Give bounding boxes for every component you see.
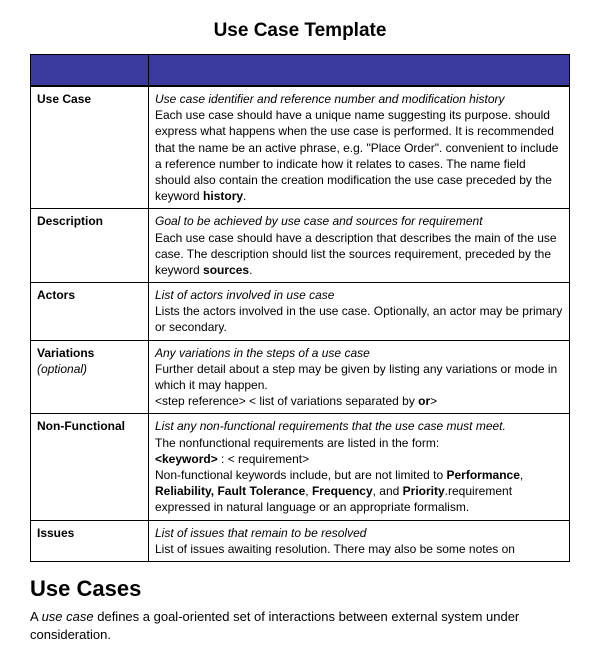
row-italic: List of issues that remain to be resolve… xyxy=(155,525,563,541)
row-content: Use case identifier and reference number… xyxy=(149,86,570,209)
row-content: Any variations in the steps of a use cas… xyxy=(149,340,570,414)
row-label-text: Use Case xyxy=(37,92,91,106)
row-italic: List of actors involved in use case xyxy=(155,287,563,303)
table-row: Description Goal to be achieved by use ca… xyxy=(31,209,570,283)
table-row: Non-Functional List any non-functional re… xyxy=(31,414,570,520)
row-label: Actors xyxy=(31,283,149,341)
row-content: Goal to be achieved by use case and sour… xyxy=(149,209,570,283)
row-label-text: Actors xyxy=(37,288,75,302)
header-cell-left xyxy=(31,55,149,87)
table-row: Issues List of issues that remain to be r… xyxy=(31,520,570,561)
row-label: Description xyxy=(31,209,149,283)
table-row: Use Case Use case identifier and referenc… xyxy=(31,86,570,209)
row-label-text: Variations xyxy=(37,346,94,360)
row-content: List of actors involved in use caseLists… xyxy=(149,283,570,341)
row-italic: Goal to be achieved by use case and sour… xyxy=(155,213,563,229)
row-body: Each use case should have a description … xyxy=(155,230,563,279)
row-label: Use Case xyxy=(31,86,149,209)
header-cell-right xyxy=(149,55,570,87)
section-paragraph: A use case defines a goal-oriented set o… xyxy=(30,608,570,644)
row-body: The nonfunctional requirements are liste… xyxy=(155,435,563,516)
table-header-row xyxy=(31,55,570,87)
row-label-extra: (optional) xyxy=(37,362,87,376)
row-body: Lists the actors involved in the use cas… xyxy=(155,303,563,335)
row-label: Issues xyxy=(31,520,149,561)
page-title: Use Case Template xyxy=(30,20,570,42)
use-case-table: Use Case Use case identifier and referenc… xyxy=(30,54,570,562)
row-italic: List any non-functional requirements tha… xyxy=(155,418,563,434)
row-body: Each use case should have a unique name … xyxy=(155,107,563,204)
section-heading: Use Cases xyxy=(30,576,570,602)
row-body: List of issues awaiting resolution. Ther… xyxy=(155,541,563,557)
row-label-text: Issues xyxy=(37,526,74,540)
table-row: Actors List of actors involved in use cas… xyxy=(31,283,570,341)
row-content: List of issues that remain to be resolve… xyxy=(149,520,570,561)
row-label: Variations (optional) xyxy=(31,340,149,414)
row-content: List any non-functional requirements tha… xyxy=(149,414,570,520)
row-label: Non-Functional xyxy=(31,414,149,520)
row-body: Further detail about a step may be given… xyxy=(155,361,563,410)
row-italic: Any variations in the steps of a use cas… xyxy=(155,345,563,361)
table-row: Variations (optional) Any variations in th… xyxy=(31,340,570,414)
row-italic: Use case identifier and reference number… xyxy=(155,91,563,107)
row-label-text: Non-Functional xyxy=(37,419,125,433)
row-label-text: Description xyxy=(37,214,103,228)
